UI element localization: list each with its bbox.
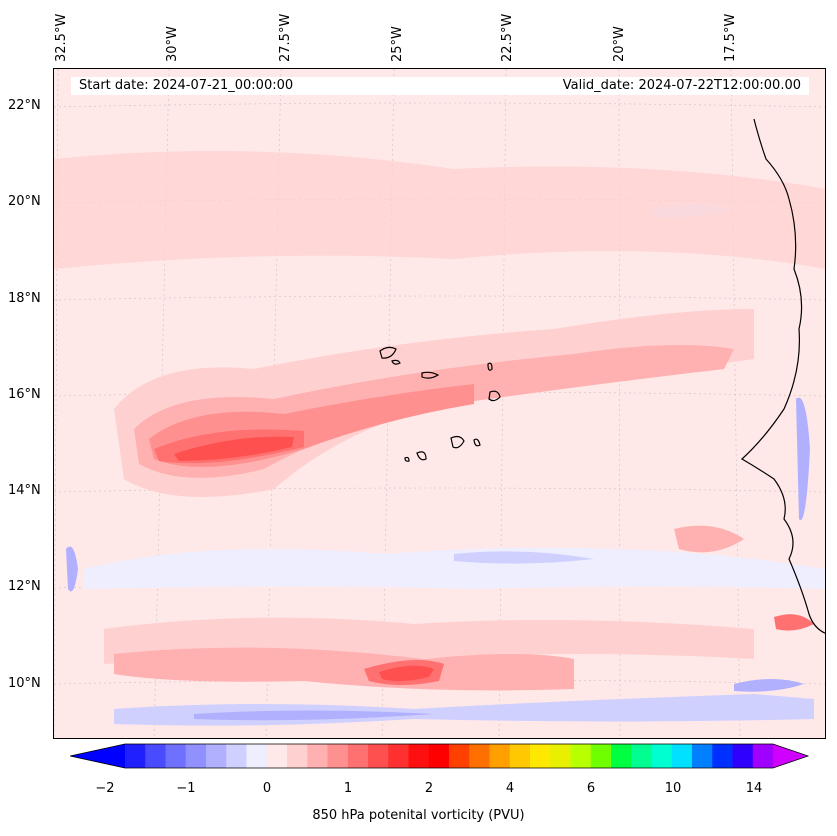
colorbar-swatch <box>692 744 713 768</box>
colorbar-tick: 10 <box>664 781 682 796</box>
colorbar-swatch <box>266 744 288 768</box>
colorbar-swatch <box>287 744 308 768</box>
colorbar-swatch <box>550 744 571 768</box>
colorbar-swatch <box>489 744 511 768</box>
lat-label-16n: 16°N <box>8 387 41 402</box>
colorbar-swatch <box>712 744 733 768</box>
colorbar-swatch <box>226 744 247 768</box>
africa-coastline <box>740 118 825 634</box>
colorbar-swatch <box>185 744 207 768</box>
colorbar-swatch <box>408 744 430 768</box>
lat-label-12n: 12°N <box>8 579 41 594</box>
colorbar-swatch <box>246 744 268 768</box>
lon-label-30w: 30°W <box>165 26 180 62</box>
colorbar-tick: 2 <box>424 781 434 796</box>
colorbar-tick: −1 <box>176 781 196 796</box>
colorbar-label: 850 hPa potenital vorticity (PVU) <box>312 808 525 823</box>
lon-label-17-5w: 17.5°W <box>723 13 738 62</box>
colorbar-tick: 4 <box>505 781 515 796</box>
lon-label-32-5w: 32.5°W <box>54 13 69 62</box>
colorbar-swatch <box>530 744 551 768</box>
lat-label-18n: 18°N <box>8 291 41 306</box>
colorbar-swatch <box>327 744 349 768</box>
colorbar-swatch <box>388 744 409 768</box>
colorbar-swatch <box>206 744 227 768</box>
colorbar-swatch <box>307 744 328 768</box>
valid-date-text: Valid_date: 2024-07-22T12:00:00.00 <box>562 78 801 93</box>
lon-label-20w: 20°W <box>612 26 627 62</box>
colorbar-swatch <box>165 744 187 768</box>
map-panel <box>53 68 826 739</box>
start-date-text: Start date: 2024-07-21_00:00:00 <box>79 78 294 93</box>
colorbar-under-arrow <box>70 744 125 768</box>
colorbar-swatch <box>752 744 774 768</box>
colorbar-swatch <box>428 744 450 768</box>
colorbar-tick: 14 <box>745 781 763 796</box>
colorbar-swatch <box>611 744 632 768</box>
colorbar-swatch <box>449 744 470 768</box>
lat-label-14n: 14°N <box>8 483 41 498</box>
lon-label-25w: 25°W <box>390 26 405 62</box>
colorbar-swatch <box>732 744 754 768</box>
lat-label-20n: 20°N <box>8 194 41 209</box>
colorbar-swatch <box>368 744 389 768</box>
pv-field-map <box>54 69 825 738</box>
lat-label-22n: 22°N <box>8 98 41 113</box>
negative-pv-areas <box>66 204 825 726</box>
cape-verde-islands <box>379 346 501 462</box>
colorbar-swatch <box>509 744 531 768</box>
colorbar-swatch <box>651 744 673 768</box>
date-info-box: Start date: 2024-07-21_00:00:00 Valid_da… <box>71 77 809 95</box>
colorbar-tick: 0 <box>262 781 272 796</box>
colorbar-swatch <box>590 744 612 768</box>
lon-label-22-5w: 22.5°W <box>500 13 515 62</box>
colorbar-swatch <box>671 744 693 768</box>
colorbar-swatch <box>347 744 369 768</box>
colorbar-swatch <box>145 744 166 768</box>
positive-pv-areas <box>54 151 825 691</box>
colorbar-outline <box>70 743 810 769</box>
colorbar-swatch <box>125 744 146 768</box>
lon-label-27-5w: 27.5°W <box>278 13 293 62</box>
colorbar-over-arrow <box>773 744 808 768</box>
colorbar-swatch <box>570 744 592 768</box>
colorbar-tick: −2 <box>95 781 115 796</box>
colorbar <box>70 743 810 769</box>
colorbar-swatch <box>469 744 490 768</box>
lat-label-10n: 10°N <box>8 676 41 691</box>
colorbar-tick: 1 <box>343 781 353 796</box>
colorbar-swatch <box>631 744 652 768</box>
colorbar-tick: 6 <box>586 781 596 796</box>
